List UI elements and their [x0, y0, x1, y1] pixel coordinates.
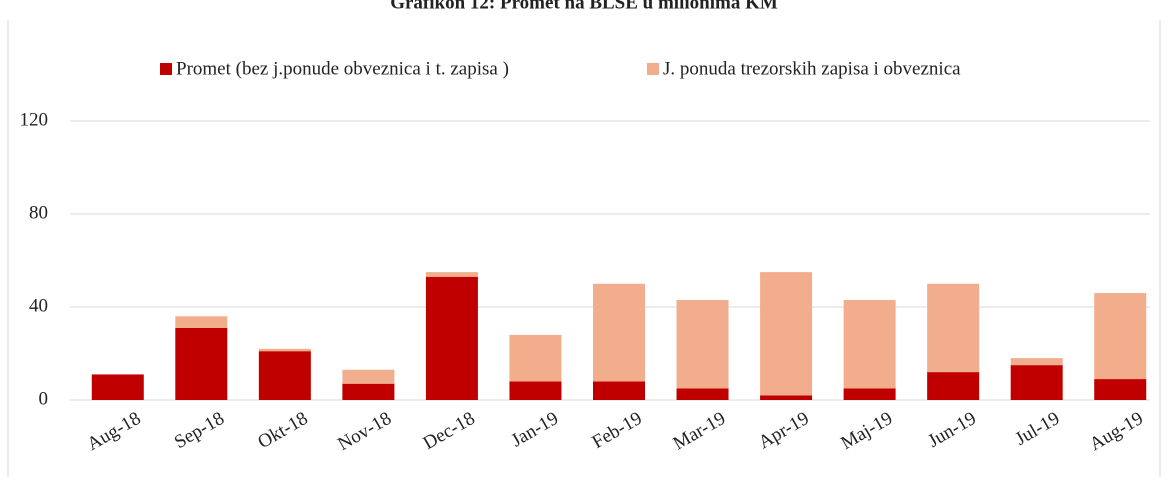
- x-tick-label: Jul-19: [1012, 408, 1064, 450]
- bar-segment: [258, 348, 311, 352]
- x-tick-label: Nov-18: [334, 408, 395, 455]
- bar-segment: [593, 283, 645, 382]
- y-tick-label: 0: [39, 388, 49, 409]
- bar-segment: [258, 351, 311, 400]
- bar-segment: [843, 300, 896, 389]
- bar-segment: [760, 395, 813, 400]
- x-tick-label: Mar-19: [670, 408, 730, 454]
- x-tick-label: Aug-18: [84, 408, 145, 455]
- x-tick-label: Dec-18: [420, 408, 479, 454]
- bar-segment: [509, 381, 562, 400]
- x-tick-label: Aug-19: [1086, 408, 1147, 455]
- bar-segment: [927, 283, 980, 373]
- bar-segment: [342, 369, 395, 384]
- bar-segment: [342, 383, 395, 400]
- legend-label: Promet (bez j.ponude obveznica i t. zapi…: [176, 58, 509, 79]
- x-tick-label: Maj-19: [837, 408, 896, 454]
- legend-label: J. ponuda trezorskih zapisa i obveznica: [663, 58, 961, 79]
- bar-segment: [676, 388, 729, 400]
- bar-segment: [760, 272, 813, 396]
- y-tick-label: 40: [29, 295, 48, 316]
- bar-segment: [1094, 293, 1147, 380]
- bar-segment: [509, 334, 562, 382]
- bar-segment: [843, 388, 896, 400]
- x-tick-label: Okt-18: [254, 408, 311, 453]
- x-tick-label: Jan-19: [508, 408, 562, 452]
- x-tick-label: Apr-19: [755, 408, 813, 453]
- y-tick-label: 80: [29, 202, 48, 223]
- legend-swatch: [647, 63, 659, 75]
- bar-segment: [425, 272, 478, 277]
- x-tick-label: Jun-19: [925, 408, 980, 452]
- y-tick-label: 120: [20, 109, 49, 130]
- x-tick-label: Feb-19: [589, 408, 646, 453]
- bar-segment: [1010, 358, 1063, 366]
- legend-swatch: [160, 63, 172, 75]
- bar-segment: [175, 327, 228, 400]
- bar-segment: [676, 300, 729, 389]
- bar-segment: [425, 276, 478, 400]
- bar-segment: [927, 372, 980, 400]
- bar-segment: [91, 374, 144, 400]
- bar-segment: [1094, 379, 1147, 400]
- chart-title: Grafikon 12: Promet na BLSE u milionima …: [390, 0, 778, 13]
- bar-segment: [1010, 365, 1063, 400]
- bar-segment: [593, 381, 645, 400]
- x-tick-label: Sep-18: [171, 408, 228, 453]
- bar-segment: [175, 316, 228, 328]
